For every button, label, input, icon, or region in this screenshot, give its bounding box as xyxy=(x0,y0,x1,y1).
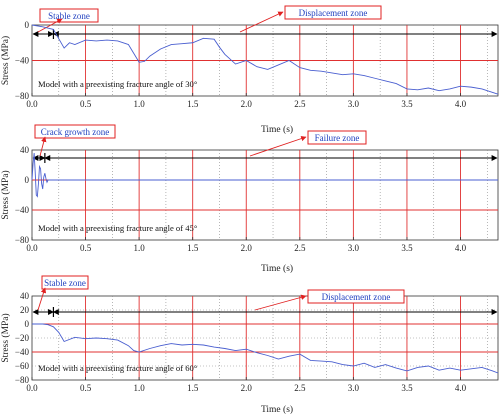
zone-label-box xyxy=(34,124,116,139)
stress-series-line xyxy=(31,152,498,198)
x-tick-label: 2.0 xyxy=(241,99,253,109)
x-tick-label: 1.5 xyxy=(187,243,199,253)
x-tick-label: 1.5 xyxy=(187,99,199,109)
y-tick-label: −40 xyxy=(15,205,30,215)
panel-annotation: Model with a preexisting fracture angle … xyxy=(38,223,198,233)
y-axis-label: Stress (MPa) xyxy=(0,313,11,362)
x-tick-label: 2.5 xyxy=(294,383,306,393)
x-tick-label: 0.0 xyxy=(26,99,38,109)
x-tick-label: 3.5 xyxy=(401,99,413,109)
y-axis-label: Stress (MPa) xyxy=(0,36,11,85)
y-tick-label: 0 xyxy=(25,319,30,329)
zone-pointer-arrow xyxy=(254,294,307,311)
x-tick-label: 3.0 xyxy=(348,99,360,109)
zone-label: Crack growth zone xyxy=(41,127,109,137)
zone-label-box xyxy=(39,8,99,23)
zone-label: Stable zone xyxy=(48,11,90,21)
x-axis-label: Time (s) xyxy=(261,404,293,415)
panel-annotation: Model with a preexisting fracture angle … xyxy=(38,363,198,373)
x-tick-label: 3.0 xyxy=(348,243,360,253)
zone-label: Stable zone xyxy=(44,278,86,288)
x-tick-label: 0.0 xyxy=(26,383,38,393)
x-tick-label: 2.0 xyxy=(241,243,253,253)
x-tick-label: 2.5 xyxy=(294,243,306,253)
zone-pointer-arrow xyxy=(239,11,284,33)
y-tick-label: 0 xyxy=(25,175,30,185)
y-tick-label: 40 xyxy=(20,145,30,155)
x-tick-label: 1.0 xyxy=(134,243,146,253)
y-tick-label: −80 xyxy=(15,91,30,101)
x-tick-label: 1.0 xyxy=(134,383,146,393)
x-tick-label: 0.0 xyxy=(26,243,38,253)
panel-annotation: Model with a preexisting fracture angle … xyxy=(38,79,198,89)
chart-panel-1: 0.0 0.5 1.0 1.5 2.0 2.5 3.0 3.5 4.0 0 −40 −80 Time (… xyxy=(0,5,499,135)
x-tick-label: 3.5 xyxy=(401,243,413,253)
zone-label-box xyxy=(307,130,367,145)
zone-pointer-arrow xyxy=(39,136,47,157)
zone-label-box xyxy=(284,5,382,20)
zone-label-box xyxy=(41,275,89,290)
x-tick-label: 4.0 xyxy=(455,383,467,393)
stress-series-line xyxy=(32,323,499,374)
x-axis-label: Time (s) xyxy=(261,124,293,135)
y-tick-label: −40 xyxy=(15,347,30,357)
x-axis-label: Time (s) xyxy=(261,263,293,274)
zone-label: Displacement zone xyxy=(299,8,368,18)
x-tick-label: 3.5 xyxy=(401,383,413,393)
chart-panel-3: 0.0 0.5 1.0 1.5 2.0 2.5 3.0 3.5 4.0 40 20 0 −20 −40 −6… xyxy=(0,275,499,415)
zone-pointer-arrow xyxy=(249,136,307,157)
y-tick-label: −40 xyxy=(15,56,30,66)
zone-label: Displacement zone xyxy=(322,292,391,302)
plot-area xyxy=(31,149,499,241)
y-axis-label: Stress (MPa) xyxy=(0,170,11,219)
x-tick-label: 1.5 xyxy=(187,383,199,393)
x-tick-label: 0.5 xyxy=(80,383,92,393)
y-tick-label: −20 xyxy=(15,333,30,343)
x-tick-label: 1.0 xyxy=(134,99,146,109)
x-tick-label: 0.5 xyxy=(80,99,92,109)
y-tick-label: 20 xyxy=(20,305,30,315)
zone-label-box xyxy=(307,289,405,304)
zone-pointer-arrow xyxy=(37,287,47,311)
x-tick-label: 0.5 xyxy=(80,243,92,253)
stress-series-line xyxy=(31,24,499,95)
zone-label: Failure zone xyxy=(315,133,360,143)
y-tick-label: 0 xyxy=(25,20,30,30)
y-tick-label: −80 xyxy=(15,375,30,385)
x-tick-label: 2.0 xyxy=(241,383,253,393)
y-tick-label: 40 xyxy=(20,291,30,301)
zone-pointer-arrow xyxy=(37,18,63,33)
x-tick-label: 2.5 xyxy=(294,99,306,109)
x-tick-label: 4.0 xyxy=(455,243,467,253)
y-tick-label: −80 xyxy=(15,235,30,245)
y-tick-label: −60 xyxy=(15,361,30,371)
x-tick-label: 3.0 xyxy=(348,383,360,393)
chart-panel-2: 0.0 0.5 1.0 1.5 2.0 2.5 3.0 3.5 4.0 40 0 −40 −80 Time… xyxy=(0,124,499,274)
x-tick-label: 4.0 xyxy=(455,99,467,109)
